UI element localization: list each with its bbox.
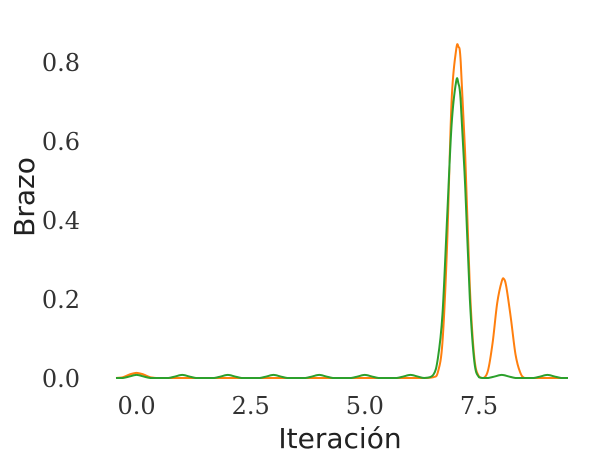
x-axis-ticks: 0.0 2.5 5.0 7.5 — [117, 392, 498, 420]
y-tick-label: 0.2 — [42, 286, 80, 314]
y-tick-label: 0.8 — [42, 49, 80, 77]
series-layer — [115, 43, 568, 379]
x-tick-label: 5.0 — [346, 392, 384, 420]
y-tick-label: 0.6 — [42, 128, 80, 156]
y-tick-label: 0.4 — [42, 207, 80, 235]
y-tick-label: 0.0 — [42, 365, 80, 393]
x-tick-label: 2.5 — [232, 392, 270, 420]
x-axis-label: Iteración — [278, 422, 401, 455]
x-tick-label: 7.5 — [460, 392, 498, 420]
x-tick-label: 0.0 — [117, 392, 155, 420]
y-axis-label: Brazo — [8, 157, 41, 237]
y-axis-ticks: 0.0 0.2 0.4 0.6 0.8 — [42, 49, 80, 393]
series-line-2 — [115, 77, 568, 379]
series-line-1 — [115, 43, 568, 379]
